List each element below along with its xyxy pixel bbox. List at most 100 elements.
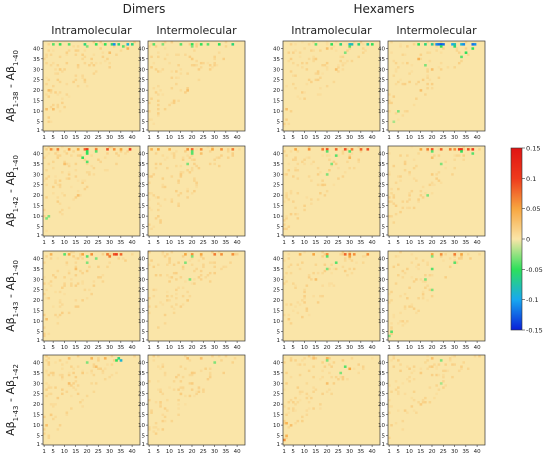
heatmap-cell [412, 307, 416, 310]
heatmap-cell [392, 365, 396, 368]
column-title: Intermolecular [156, 24, 237, 37]
heatmap-cell [154, 196, 158, 199]
heatmap-cell [61, 392, 64, 396]
heatmap-cell [426, 194, 430, 197]
heatmap-cell [348, 257, 351, 260]
heatmap-cell [177, 204, 180, 207]
heatmap-cell [61, 303, 64, 306]
heatmap-cell [310, 202, 313, 205]
heatmap-cell [190, 166, 194, 170]
heatmap-cell [325, 253, 329, 256]
x-tick-label: 30 [451, 345, 458, 351]
heatmap-cell [292, 200, 295, 203]
heatmap-cell [157, 263, 160, 266]
heatmap-cell [148, 110, 151, 113]
heatmap-cell [110, 43, 114, 46]
heatmap-cell [208, 371, 212, 375]
heatmap-cell [58, 110, 62, 113]
y-tick-label: 25 [273, 392, 280, 398]
heatmap-cell [195, 59, 198, 63]
heatmap-cell [52, 160, 55, 164]
heatmap-cell [397, 110, 400, 113]
heatmap-cell [388, 405, 391, 408]
y-tick-label: 25 [33, 288, 40, 294]
heatmap-cell [150, 66, 153, 69]
y-tick-label: 30 [138, 67, 145, 73]
heatmap-cell [108, 253, 111, 256]
heatmap-cell [190, 43, 194, 46]
heatmap-cell [401, 61, 405, 65]
heatmap-cell [199, 369, 203, 373]
x-tick-label: 5 [396, 449, 400, 455]
heatmap-cell [325, 47, 329, 50]
heatmap-cell [285, 421, 288, 425]
heatmap-cell [79, 269, 82, 273]
heatmap-cell [168, 280, 171, 283]
heatmap-cell [197, 166, 201, 170]
heatmap-cell [334, 41, 338, 44]
heatmap-cell [166, 253, 169, 256]
heatmap-cell [471, 152, 475, 155]
x-tick-label: 40 [129, 449, 136, 455]
heatmap-cell [341, 253, 345, 256]
heatmap-cell [285, 382, 288, 385]
x-tick-label: 1 [282, 240, 286, 246]
heatmap-cell [460, 365, 463, 368]
heatmap-cell [208, 367, 212, 370]
x-tick-label: 1 [147, 240, 151, 246]
x-tick-label: 35 [357, 449, 364, 455]
heatmap-cell [170, 419, 174, 423]
heatmap-cell [426, 150, 429, 153]
heatmap-cell [101, 280, 105, 283]
heatmap-cell [283, 173, 286, 176]
heatmap-cell [397, 66, 400, 69]
heatmap-cell [202, 61, 205, 65]
heatmap-cell [294, 286, 297, 289]
heatmap-cell [426, 148, 430, 151]
heatmap-cell [238, 148, 241, 151]
heatmap-cell [388, 173, 391, 176]
heatmap-cell [128, 146, 132, 149]
heatmap-cell [334, 154, 338, 157]
heatmap-cell [328, 158, 331, 161]
heatmap-cell [177, 99, 180, 102]
heatmap-cell [283, 219, 286, 222]
heatmap-cell [296, 177, 300, 180]
x-tick-label: 1 [42, 345, 46, 351]
heatmap-cell [188, 294, 192, 298]
heatmap-cell [49, 392, 53, 396]
heatmap-cell [157, 51, 160, 54]
x-tick-label: 30 [211, 345, 218, 351]
heatmap-cell [56, 148, 60, 151]
heatmap-cell [170, 175, 174, 178]
heatmap-cell [204, 367, 207, 370]
heatmap-cell [179, 89, 183, 92]
x-tick-label: 25 [95, 449, 102, 455]
y-tick-label: 5 [37, 120, 41, 126]
heatmap-cell [65, 93, 69, 96]
heatmap-cell [154, 288, 158, 292]
heatmap-cell [61, 171, 64, 174]
heatmap-cell [161, 253, 165, 256]
heatmap-cell [58, 290, 62, 294]
heatmap-cell [325, 357, 329, 360]
heatmap-cell [157, 326, 160, 329]
heatmap-cell [325, 255, 329, 258]
heatmap-cell [56, 64, 60, 67]
heatmap-cell [206, 43, 210, 46]
heatmap-cell [430, 68, 434, 71]
heatmap-cell [305, 382, 309, 385]
x-tick-label: 35 [222, 345, 229, 351]
heatmap-cell [341, 375, 345, 379]
heatmap-cell [421, 292, 425, 296]
heatmap-cell [179, 43, 183, 46]
heatmap-cell [408, 194, 411, 197]
x-tick-label: 40 [369, 240, 376, 246]
heatmap-cell [424, 43, 427, 46]
panel-frame [282, 40, 381, 132]
heatmap-cell [287, 317, 291, 321]
heatmap-cell [54, 415, 57, 419]
